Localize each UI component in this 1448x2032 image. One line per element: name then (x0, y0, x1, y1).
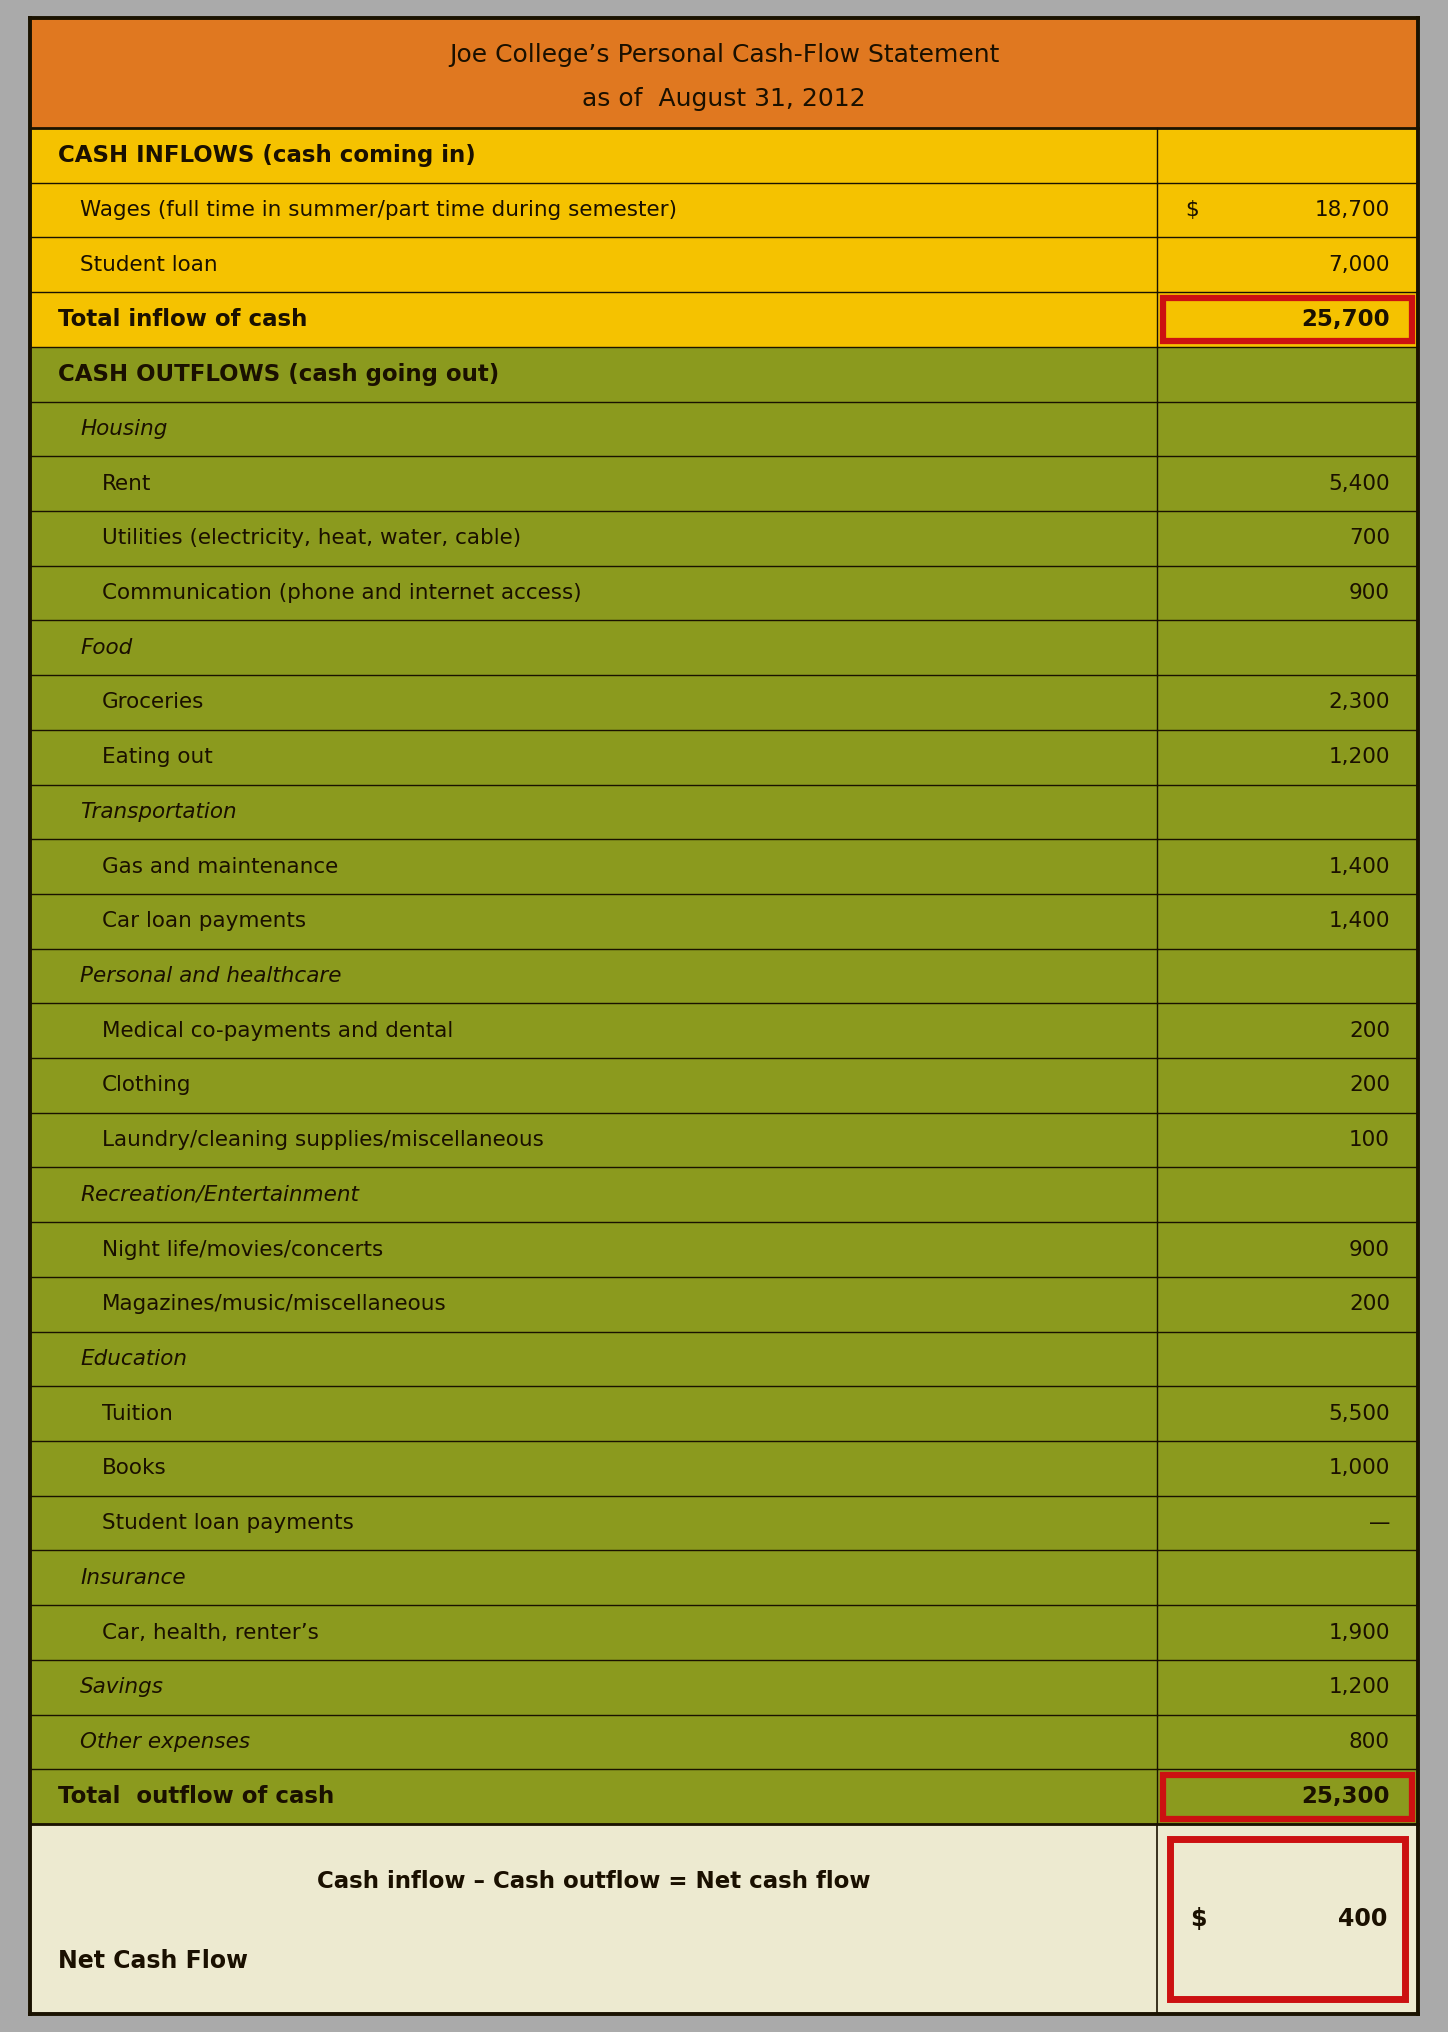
Text: 800: 800 (1350, 1731, 1390, 1752)
Text: Transportation: Transportation (80, 803, 236, 821)
Text: Books: Books (101, 1459, 167, 1479)
Text: 7,000: 7,000 (1328, 254, 1390, 274)
Bar (30, 1276, 1418, 1331)
Bar (30, 1715, 1418, 1770)
Text: Insurance: Insurance (80, 1569, 185, 1587)
Bar (30, 402, 1418, 457)
Text: Joe College’s Personal Cash-Flow Statement: Joe College’s Personal Cash-Flow Stateme… (449, 43, 999, 67)
Text: Communication (phone and internet access): Communication (phone and internet access… (101, 583, 582, 604)
Text: $: $ (1190, 1906, 1206, 1930)
Text: 18,700: 18,700 (1315, 199, 1390, 219)
Text: 200: 200 (1350, 1075, 1390, 1095)
Text: 25,300: 25,300 (1302, 1786, 1390, 1808)
Bar (30, 729, 1418, 784)
Bar (30, 1496, 1418, 1550)
Bar (30, 183, 1418, 238)
Text: 1,000: 1,000 (1329, 1459, 1390, 1479)
Text: Housing: Housing (80, 419, 168, 439)
Text: Utilities (electricity, heat, water, cable): Utilities (electricity, heat, water, cab… (101, 528, 521, 549)
Bar (30, 347, 1418, 402)
Bar (30, 18, 1418, 128)
Text: Car, health, renter’s: Car, health, renter’s (101, 1622, 319, 1642)
Text: Education: Education (80, 1349, 187, 1370)
Text: 5,500: 5,500 (1328, 1404, 1390, 1424)
Text: Gas and maintenance: Gas and maintenance (101, 858, 339, 876)
Bar (1163, 297, 1412, 341)
Bar (30, 1605, 1418, 1660)
Bar (30, 1114, 1418, 1168)
Bar (30, 1825, 1418, 2014)
Text: Personal and healthcare: Personal and healthcare (80, 965, 342, 986)
Bar (30, 1441, 1418, 1496)
Text: 100: 100 (1350, 1130, 1390, 1150)
Bar (30, 675, 1418, 729)
Text: 25,700: 25,700 (1302, 309, 1390, 331)
Bar (30, 894, 1418, 949)
Text: 700: 700 (1350, 528, 1390, 549)
Text: Savings: Savings (80, 1676, 164, 1697)
Text: $: $ (1184, 199, 1199, 219)
Text: Eating out: Eating out (101, 748, 213, 768)
Text: Food: Food (80, 638, 132, 658)
Text: 5,400: 5,400 (1328, 473, 1390, 494)
Bar (1170, 1839, 1405, 1999)
Text: 1,400: 1,400 (1328, 858, 1390, 876)
Text: 400: 400 (1338, 1906, 1387, 1930)
Bar (30, 1059, 1418, 1114)
Text: Other expenses: Other expenses (80, 1731, 251, 1752)
Text: 2,300: 2,300 (1328, 693, 1390, 713)
Text: 1,200: 1,200 (1328, 748, 1390, 768)
Text: Groceries: Groceries (101, 693, 204, 713)
Bar (30, 949, 1418, 1004)
Bar (30, 565, 1418, 620)
Bar (30, 510, 1418, 565)
Text: CASH OUTFLOWS (cash going out): CASH OUTFLOWS (cash going out) (58, 362, 500, 386)
Text: 1,200: 1,200 (1328, 1676, 1390, 1697)
Bar (30, 1550, 1418, 1605)
Text: Net Cash Flow: Net Cash Flow (58, 1949, 248, 1973)
Text: as of  August 31, 2012: as of August 31, 2012 (582, 87, 866, 112)
Bar (30, 238, 1418, 293)
Text: 900: 900 (1350, 583, 1390, 604)
Text: 200: 200 (1350, 1020, 1390, 1040)
Text: Rent: Rent (101, 473, 152, 494)
Bar (1163, 1774, 1412, 1819)
Bar (1170, 1839, 1405, 1999)
Text: Night life/movies/concerts: Night life/movies/concerts (101, 1240, 384, 1260)
Bar (30, 128, 1418, 183)
Text: Clothing: Clothing (101, 1075, 191, 1095)
Bar (30, 457, 1418, 510)
Bar (30, 784, 1418, 839)
Text: —: — (1368, 1514, 1390, 1532)
Text: 1,400: 1,400 (1328, 910, 1390, 931)
Bar (30, 1770, 1418, 1825)
Text: Car loan payments: Car loan payments (101, 910, 306, 931)
Bar (30, 1660, 1418, 1715)
Bar (30, 839, 1418, 894)
Bar (30, 1168, 1418, 1221)
Text: Medical co-payments and dental: Medical co-payments and dental (101, 1020, 453, 1040)
Text: Student loan: Student loan (80, 254, 217, 274)
Text: Total  outflow of cash: Total outflow of cash (58, 1786, 334, 1808)
Bar (30, 1221, 1418, 1276)
Text: Total inflow of cash: Total inflow of cash (58, 309, 307, 331)
Text: Laundry/cleaning supplies/miscellaneous: Laundry/cleaning supplies/miscellaneous (101, 1130, 544, 1150)
Text: 200: 200 (1350, 1294, 1390, 1315)
Text: Student loan payments: Student loan payments (101, 1514, 353, 1532)
Text: Magazines/music/miscellaneous: Magazines/music/miscellaneous (101, 1294, 447, 1315)
Text: Cash inflow – Cash outflow = Net cash flow: Cash inflow – Cash outflow = Net cash fl… (317, 1869, 870, 1892)
Bar (30, 293, 1418, 347)
Text: 1,900: 1,900 (1328, 1622, 1390, 1642)
Bar (30, 1004, 1418, 1059)
Bar (30, 1331, 1418, 1386)
Text: Tuition: Tuition (101, 1404, 172, 1424)
Text: Recreation/Entertainment: Recreation/Entertainment (80, 1185, 359, 1205)
Bar (30, 620, 1418, 675)
Text: 900: 900 (1350, 1240, 1390, 1260)
Bar (30, 1386, 1418, 1441)
Text: CASH INFLOWS (cash coming in): CASH INFLOWS (cash coming in) (58, 144, 476, 167)
Text: Wages (full time in summer/part time during semester): Wages (full time in summer/part time dur… (80, 199, 678, 219)
